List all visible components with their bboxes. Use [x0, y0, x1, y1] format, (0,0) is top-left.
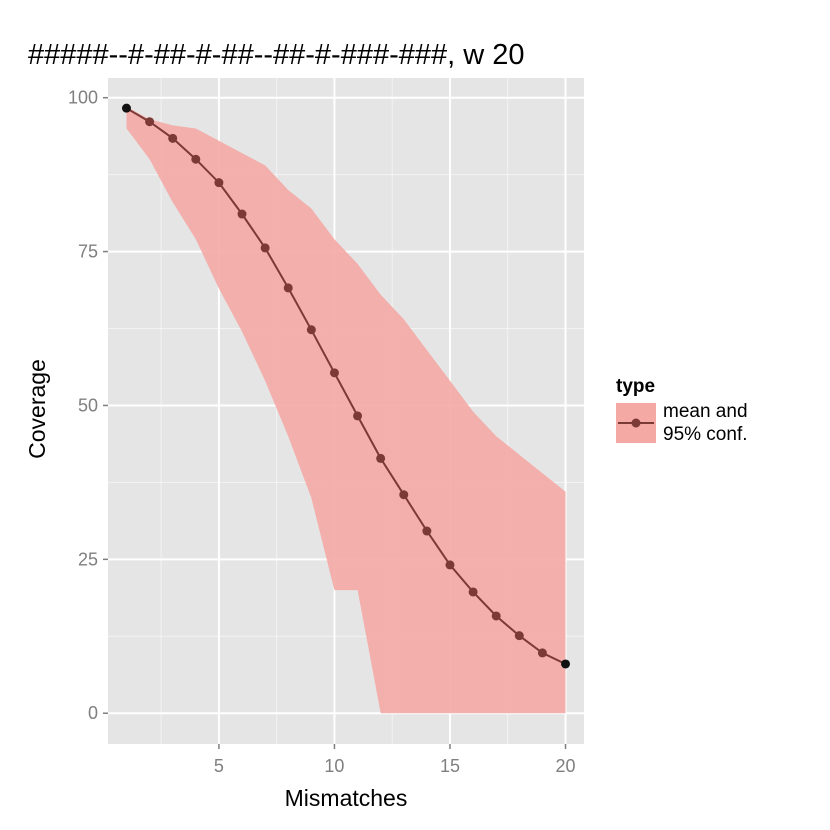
data-point [468, 587, 478, 597]
confidence-ribbon [126, 106, 566, 714]
y-axis-title: Coverage [24, 359, 50, 459]
x-tick-label: 20 [555, 756, 575, 776]
x-tick-label: 15 [440, 756, 460, 776]
data-point [514, 631, 524, 641]
data-point [214, 178, 224, 188]
data-point [399, 490, 409, 500]
axis-ticks: 5 10 15 20 0 25 50 75 100 [68, 88, 576, 776]
data-point [491, 611, 501, 621]
data-point [329, 368, 339, 378]
y-tick-label: 50 [78, 395, 98, 415]
data-point [353, 411, 363, 421]
y-tick-label: 100 [68, 88, 98, 108]
x-axis-title: Mismatches [285, 785, 408, 811]
data-point [237, 209, 247, 219]
legend-label-line2: 95% conf. [663, 424, 748, 445]
data-point [260, 243, 270, 253]
x-tick-label: 5 [214, 756, 224, 776]
legend: type mean and 95% conf. [616, 376, 748, 445]
chart-title: #####--#-##-#-##--##-#-###-###, w 20 [28, 39, 525, 71]
data-point [191, 154, 201, 164]
data-point [561, 659, 571, 669]
data-point [376, 453, 386, 463]
data-point [422, 526, 432, 536]
data-point [121, 103, 131, 113]
y-tick-label: 25 [78, 549, 98, 569]
y-tick-label: 0 [88, 703, 98, 723]
x-tick-label: 10 [324, 756, 344, 776]
data-point [168, 133, 178, 143]
data-point [445, 560, 455, 570]
data-point [145, 117, 155, 127]
data-point [283, 283, 293, 293]
data-point [537, 648, 547, 658]
legend-label-line1: mean and [663, 401, 748, 422]
legend-title: type [616, 376, 655, 397]
data-points [121, 103, 571, 669]
legend-key-point [631, 418, 641, 428]
mean-line [125, 107, 566, 665]
y-tick-label: 75 [78, 242, 98, 262]
data-point [306, 325, 316, 335]
